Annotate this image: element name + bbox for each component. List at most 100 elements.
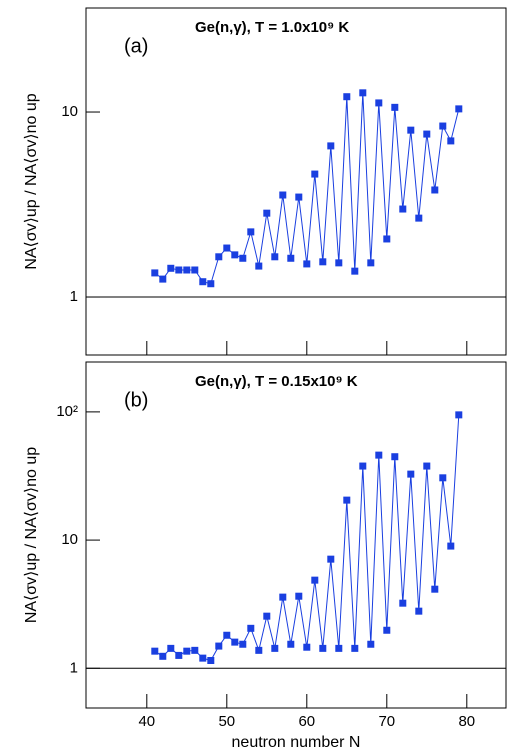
data-point	[159, 275, 167, 283]
data-point	[335, 644, 343, 652]
data-point	[415, 607, 423, 615]
chart-title: Ge(n,γ), T = 0.15x10⁹ K	[195, 373, 358, 390]
data-point	[415, 214, 423, 222]
data-point	[303, 643, 311, 651]
data-point	[351, 644, 359, 652]
data-point	[303, 260, 311, 268]
plot-frame	[85, 7, 507, 356]
data-point	[367, 259, 375, 267]
data-point	[231, 251, 239, 259]
series-line	[154, 414, 460, 662]
plot-frame	[85, 361, 507, 709]
x-axis-label: neutron number N	[232, 734, 361, 751]
data-point	[255, 262, 263, 270]
data-point	[311, 170, 319, 178]
data-point	[447, 542, 455, 550]
data-point	[215, 253, 223, 261]
data-point	[183, 647, 191, 655]
data-point	[399, 599, 407, 607]
data-point	[335, 259, 343, 267]
data-point	[231, 638, 239, 646]
data-point	[407, 126, 415, 134]
data-point	[191, 646, 199, 654]
data-point	[391, 453, 399, 461]
data-point	[271, 253, 279, 261]
data-point	[351, 267, 359, 275]
data-point	[263, 612, 271, 620]
data-point	[375, 99, 383, 107]
data-point	[279, 191, 287, 199]
series-line	[154, 92, 460, 285]
data-point	[239, 640, 247, 648]
data-point	[447, 137, 455, 145]
x-tick-label: 70	[378, 713, 395, 730]
data-point	[175, 266, 183, 274]
data-point	[191, 266, 199, 274]
data-point	[399, 205, 407, 213]
data-point	[167, 644, 175, 652]
data-point	[455, 105, 463, 113]
data-point	[167, 264, 175, 272]
data-point	[383, 626, 391, 634]
y-axis-label: NA⟨σv⟩up / NA⟨σv⟩no up	[23, 447, 40, 623]
data-point	[255, 646, 263, 654]
x-tick-label: 50	[218, 713, 235, 730]
data-point	[151, 269, 159, 277]
chart-title: Ge(n,γ), T = 1.0x10⁹ K	[195, 19, 349, 36]
data-point	[375, 451, 383, 459]
data-point	[279, 593, 287, 601]
data-point	[423, 462, 431, 470]
data-point	[327, 142, 335, 150]
data-point	[247, 624, 255, 632]
data-point	[343, 93, 351, 101]
data-point	[295, 592, 303, 600]
data-point	[239, 254, 247, 262]
data-point	[455, 411, 463, 419]
y-tick-label: 1	[70, 659, 78, 676]
data-point	[431, 186, 439, 194]
data-point	[439, 122, 447, 130]
data-point	[207, 657, 215, 665]
y-tick-label: 1	[70, 288, 78, 305]
data-point	[343, 496, 351, 504]
y-tick-label: 10²	[56, 403, 78, 420]
data-point	[391, 103, 399, 111]
data-point	[247, 228, 255, 236]
data-point	[159, 652, 167, 660]
data-point	[423, 130, 431, 138]
x-tick-label: 80	[458, 713, 475, 730]
data-point	[367, 640, 375, 648]
data-point	[295, 193, 303, 201]
data-point	[287, 254, 295, 262]
data-point	[359, 462, 367, 470]
x-tick-label: 40	[138, 713, 155, 730]
panel-label: (b)	[124, 389, 148, 411]
data-point	[287, 640, 295, 648]
data-point	[327, 555, 335, 563]
data-point	[319, 644, 327, 652]
data-point	[263, 209, 271, 217]
data-point	[431, 585, 439, 593]
y-tick-label: 10	[61, 103, 78, 120]
data-point	[151, 647, 159, 655]
y-tick-label: 10	[61, 531, 78, 548]
data-point	[439, 474, 447, 482]
x-tick-label: 60	[298, 713, 315, 730]
data-point	[271, 644, 279, 652]
data-point	[223, 631, 231, 639]
data-point	[383, 235, 391, 243]
data-point	[407, 470, 415, 478]
panel-label: (a)	[124, 35, 148, 57]
data-point	[175, 651, 183, 659]
data-point	[319, 258, 327, 266]
data-point	[311, 576, 319, 584]
data-point	[199, 654, 207, 662]
y-axis-label: NA⟨σv⟩up / NA⟨σv⟩no up	[23, 93, 40, 269]
data-point	[207, 280, 215, 288]
data-point	[215, 642, 223, 650]
data-point	[183, 266, 191, 274]
data-point	[199, 278, 207, 286]
data-point	[359, 89, 367, 97]
